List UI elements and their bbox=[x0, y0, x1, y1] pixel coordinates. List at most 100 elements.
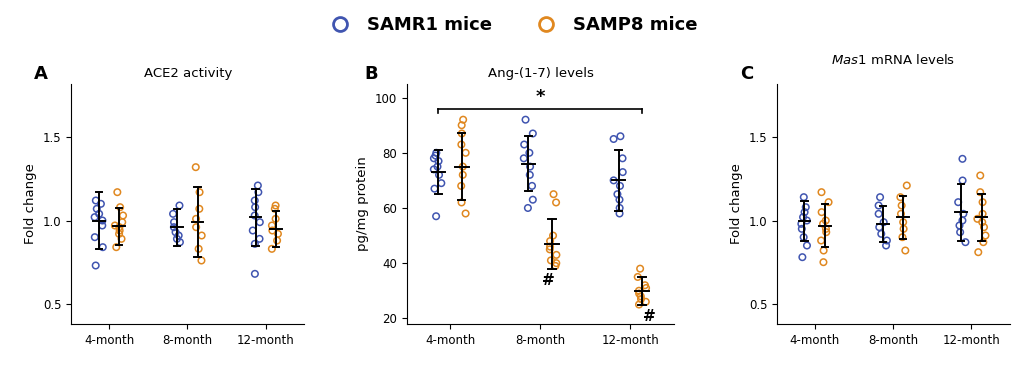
Point bbox=[520, 205, 536, 211]
Point bbox=[88, 263, 104, 269]
Point bbox=[631, 290, 647, 296]
Point bbox=[428, 150, 444, 156]
Point bbox=[454, 172, 471, 178]
Point bbox=[165, 224, 181, 230]
Point bbox=[247, 197, 263, 203]
Point bbox=[452, 183, 469, 189]
Point bbox=[425, 155, 441, 162]
Point bbox=[524, 130, 540, 136]
Point bbox=[973, 199, 989, 205]
Point bbox=[264, 227, 280, 234]
Point bbox=[426, 186, 442, 192]
Point bbox=[267, 202, 283, 208]
Point bbox=[892, 194, 908, 200]
Point bbox=[874, 219, 891, 225]
Point bbox=[247, 204, 263, 210]
Point bbox=[192, 189, 208, 195]
Point bbox=[264, 246, 280, 252]
Point bbox=[191, 206, 207, 212]
Point bbox=[542, 257, 558, 263]
Point bbox=[458, 150, 474, 156]
Point bbox=[968, 216, 984, 222]
Point bbox=[971, 173, 987, 179]
Point bbox=[814, 221, 830, 227]
Point bbox=[871, 194, 888, 200]
Point bbox=[521, 172, 537, 178]
Point bbox=[168, 236, 184, 242]
Point bbox=[632, 266, 648, 272]
Point bbox=[547, 252, 564, 258]
Point bbox=[521, 150, 537, 156]
Point bbox=[975, 224, 991, 230]
Point bbox=[166, 219, 182, 225]
Point bbox=[541, 243, 557, 250]
Point bbox=[796, 209, 812, 215]
Point bbox=[795, 234, 811, 240]
Point bbox=[813, 209, 829, 215]
Point bbox=[453, 122, 470, 128]
Point bbox=[895, 226, 911, 232]
Point bbox=[517, 117, 533, 123]
Point bbox=[269, 231, 285, 237]
Point bbox=[251, 236, 267, 242]
Point bbox=[245, 227, 261, 234]
Point bbox=[637, 285, 653, 291]
Point bbox=[171, 239, 187, 245]
Point bbox=[794, 254, 810, 260]
Point bbox=[107, 223, 123, 229]
Point bbox=[93, 201, 109, 207]
Point bbox=[250, 189, 266, 195]
Point bbox=[193, 258, 209, 264]
Point bbox=[629, 274, 645, 280]
Point bbox=[611, 205, 628, 211]
Point bbox=[194, 232, 210, 239]
Point bbox=[264, 223, 280, 229]
Point bbox=[267, 216, 283, 222]
Point bbox=[109, 189, 125, 195]
Point bbox=[108, 244, 124, 250]
Point bbox=[89, 206, 105, 212]
Point bbox=[425, 166, 441, 172]
Point bbox=[165, 211, 181, 217]
Point bbox=[819, 199, 836, 205]
Point bbox=[429, 163, 445, 170]
Point bbox=[812, 189, 828, 195]
Point bbox=[115, 213, 131, 219]
Point bbox=[87, 234, 103, 240]
Point bbox=[247, 241, 263, 247]
Point bbox=[898, 182, 914, 189]
Point bbox=[94, 223, 110, 229]
Point bbox=[547, 263, 564, 269]
Point bbox=[457, 210, 473, 216]
Point bbox=[605, 177, 622, 183]
Y-axis label: pg/mg protein: pg/mg protein bbox=[356, 157, 369, 251]
Point bbox=[878, 237, 895, 243]
Point bbox=[167, 229, 183, 235]
Point bbox=[250, 182, 266, 189]
Point bbox=[969, 249, 985, 255]
Point bbox=[793, 221, 809, 227]
Point bbox=[951, 229, 967, 235]
Point bbox=[872, 231, 889, 237]
Text: C: C bbox=[739, 65, 752, 83]
Point bbox=[798, 218, 814, 224]
Y-axis label: Fold change: Fold change bbox=[730, 163, 743, 244]
Point bbox=[869, 202, 886, 208]
Point bbox=[544, 232, 560, 239]
Point bbox=[610, 197, 627, 203]
Point bbox=[892, 211, 908, 217]
Point bbox=[427, 152, 443, 158]
Point bbox=[951, 223, 967, 229]
Point bbox=[611, 133, 628, 139]
Point bbox=[524, 183, 540, 189]
Point bbox=[869, 211, 886, 217]
Point bbox=[541, 246, 557, 252]
Point bbox=[812, 237, 828, 243]
Point bbox=[524, 197, 540, 203]
Point bbox=[171, 202, 187, 208]
Point bbox=[798, 242, 814, 248]
Point bbox=[954, 178, 970, 184]
Point bbox=[954, 211, 970, 217]
Point bbox=[428, 213, 444, 219]
Point bbox=[433, 180, 449, 186]
